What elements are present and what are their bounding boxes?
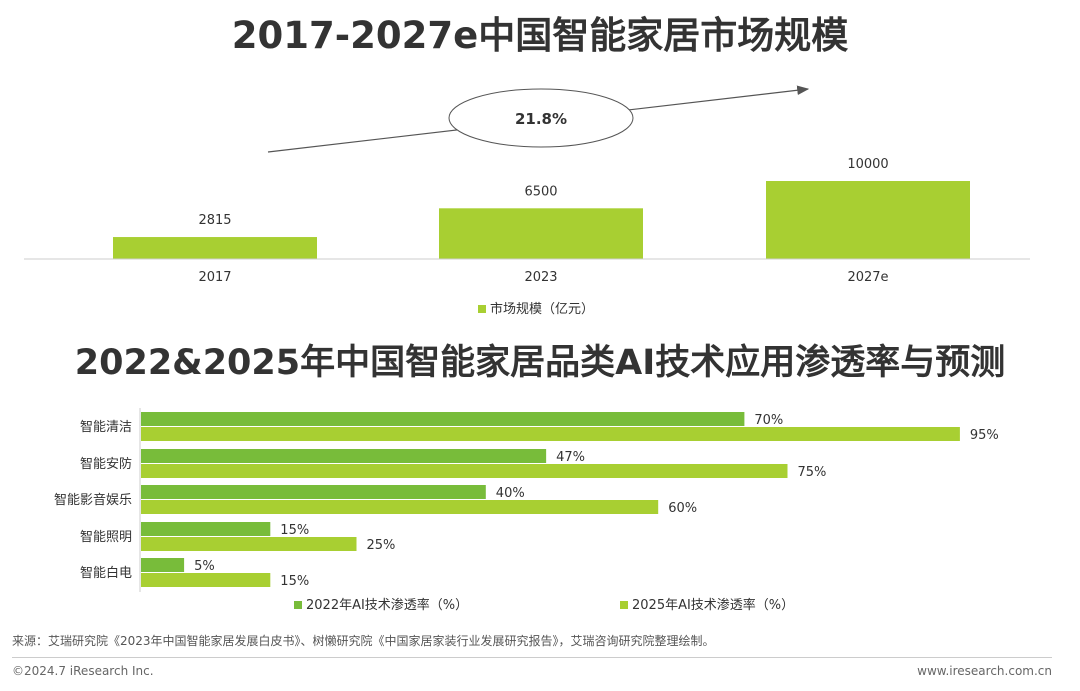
growth-rate-label: 21.8% (515, 110, 567, 128)
growth-ellipse (448, 88, 634, 148)
bar-2025-3 (141, 500, 659, 514)
value-label-2022-3: 40% (496, 486, 525, 501)
legend-label-2022: 2022年AI技术渗透率（%） (306, 597, 468, 613)
value-label-2025-5: 15% (280, 574, 309, 589)
value-label-2022-1: 70% (754, 413, 783, 428)
bar-2027e (766, 181, 970, 259)
value-label-2025-2: 75% (798, 465, 827, 480)
bar-2025-5 (141, 573, 271, 587)
value-label-2025-4: 25% (367, 538, 396, 553)
value-label-2027e: 10000 (847, 157, 888, 172)
bar-2022-1 (141, 412, 745, 426)
bar-2025-2 (141, 464, 788, 478)
value-label-2025-1: 95% (970, 428, 999, 443)
bar-2025-1 (141, 427, 960, 441)
bar-2022-2 (141, 449, 547, 463)
category-label-5: 智能白电 (80, 565, 132, 581)
value-label-2017: 2815 (198, 213, 231, 228)
copyright-text: ©2024.7 iResearch Inc. (12, 664, 154, 678)
growth-annotation: 21.8% (267, 85, 810, 153)
value-label-2023: 6500 (524, 184, 557, 199)
legend-swatch-2025 (620, 601, 628, 609)
value-label-2022-2: 47% (556, 450, 585, 465)
legend-label-2025: 2025年AI技术渗透率（%） (632, 597, 794, 613)
chart1-legend: 市场规模（亿元） (478, 301, 594, 317)
source-note: 来源：艾瑞研究院《2023年中国智能家居发展白皮书》、树懒研究院《中国家居家装行… (12, 634, 715, 648)
value-label-2022-5: 5% (194, 559, 215, 574)
bar-2023 (439, 208, 643, 259)
chart2-title: 2022&2025年中国智能家居品类AI技术应用渗透率与预测 (74, 343, 1006, 383)
tick-label-2017: 2017 (198, 270, 231, 285)
tick-label-2023: 2023 (524, 270, 557, 285)
legend-swatch-2022 (294, 601, 302, 609)
bar-2022-4 (141, 522, 271, 536)
category-label-4: 智能照明 (80, 530, 132, 545)
bar-2022-5 (141, 558, 185, 572)
chart2-legend: 2022年AI技术渗透率（%） 2025年AI技术渗透率（%） (294, 597, 794, 613)
footer-divider (12, 657, 1052, 658)
ai-penetration-chart: 70% 95% 47% 75% 40% 60% 15% 25% 5% 15% 智能清洁智能安防智能… (54, 408, 999, 613)
bar-2022-3 (141, 485, 486, 499)
chart1-title: 2017-2027e中国智能家居市场规模 (231, 14, 849, 57)
category-label-1: 智能清洁 (80, 420, 132, 435)
category-label-3: 智能影音娱乐 (54, 492, 132, 508)
bar-2025-4 (141, 537, 357, 551)
legend-label-market-size: 市场规模（亿元） (490, 301, 594, 317)
market-size-chart: 21.8% 2815 6500 10000 2017 2023 2027e 市场规模（亿… (24, 85, 1030, 317)
tick-label-2027e: 2027e (847, 270, 888, 285)
legend-swatch-market-size (478, 305, 486, 313)
value-label-2025-3: 60% (668, 501, 697, 516)
value-label-2022-4: 15% (280, 523, 309, 538)
category-label-2: 智能安防 (80, 456, 132, 472)
website-link[interactable]: www.iresearch.com.cn (917, 664, 1052, 678)
bar-2017 (113, 237, 317, 259)
